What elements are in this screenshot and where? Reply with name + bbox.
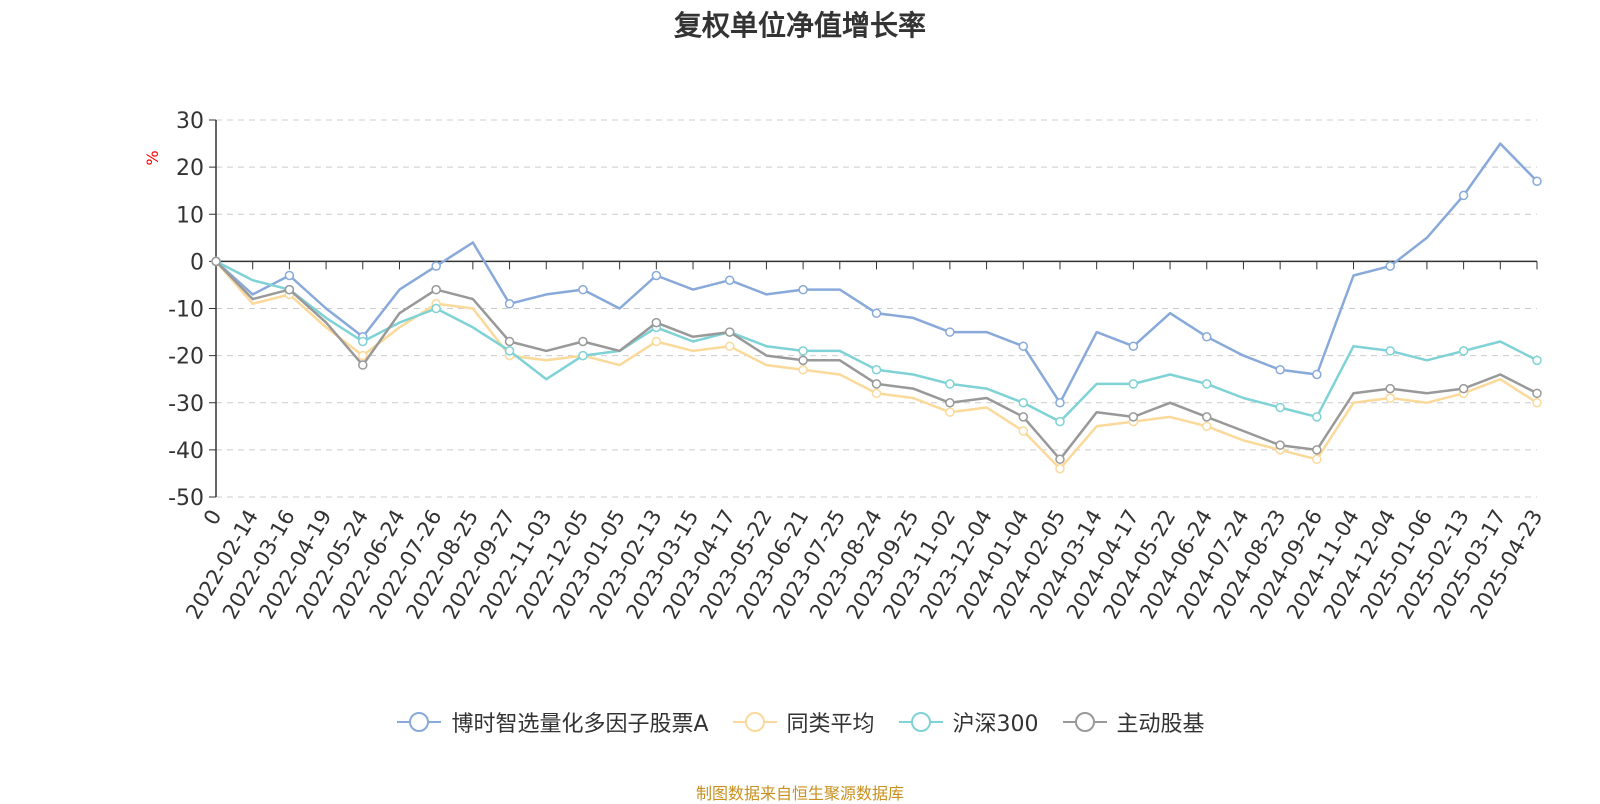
- data-point: [1055, 416, 1065, 427]
- series-lines: [211, 142, 1542, 474]
- legend-item[interactable]: 主动股基: [1061, 706, 1205, 738]
- y-tick-label: -40: [168, 439, 204, 464]
- data-point: [798, 284, 808, 295]
- data-point: [798, 346, 808, 356]
- data-point: [871, 308, 882, 318]
- data-point: [1202, 332, 1212, 342]
- data-point: [945, 398, 955, 408]
- data-point: [1055, 463, 1065, 474]
- legend-label: 博时智选量化多因子股票A: [451, 712, 709, 737]
- series-2: [211, 256, 1542, 427]
- data-point: [358, 336, 368, 347]
- data-point: [1202, 421, 1212, 432]
- data-point: [431, 303, 441, 314]
- legend: 博时智选量化多因子股票A 同类平均 沪深300 主动股基: [0, 706, 1600, 738]
- data-point: [1055, 454, 1065, 465]
- data-point: [1128, 341, 1139, 351]
- y-tick-label: -20: [168, 345, 204, 370]
- data-point: [1312, 369, 1322, 380]
- y-tick-label: 0: [190, 250, 204, 275]
- legend-item[interactable]: 同类平均: [731, 706, 875, 738]
- data-point: [1532, 388, 1542, 399]
- data-point: [1055, 398, 1065, 408]
- data-point: [1458, 190, 1469, 201]
- source-note: 制图数据来自恒生聚源数据库: [695, 784, 904, 803]
- y-tick-label: -10: [168, 298, 204, 323]
- data-point: [1312, 454, 1322, 465]
- data-point: [1275, 440, 1285, 450]
- data-point: [945, 327, 955, 337]
- data-point: [1018, 398, 1029, 408]
- data-point: [871, 365, 882, 375]
- data-point: [284, 284, 295, 295]
- data-point: [211, 256, 221, 267]
- x-tick-label: 0: [199, 506, 226, 530]
- data-point: [578, 350, 588, 361]
- legend-swatch-icon: [732, 712, 777, 732]
- y-axis-unit-label: %: [143, 150, 162, 165]
- data-point: [504, 336, 515, 347]
- data-point: [1532, 355, 1542, 366]
- data-point: [358, 350, 368, 361]
- data-point: [358, 360, 368, 370]
- data-point: [1385, 393, 1395, 403]
- data-point: [504, 299, 515, 309]
- data-point: [431, 261, 441, 271]
- data-point: [1312, 412, 1322, 422]
- data-point: [871, 388, 882, 399]
- y-tick-label: 30: [176, 109, 204, 134]
- data-point: [1018, 341, 1029, 351]
- data-point: [578, 336, 588, 347]
- y-tick-label: -50: [168, 486, 204, 511]
- data-point: [871, 379, 882, 389]
- data-point: [724, 341, 735, 351]
- data-point: [1532, 176, 1542, 187]
- line-chart: 3020100-10-20-30-40-5002022-02-142022-03…: [143, 109, 1547, 623]
- data-point: [1275, 402, 1285, 413]
- data-point: [1312, 445, 1322, 455]
- legend-item[interactable]: 沪深300: [897, 706, 1039, 738]
- data-point: [651, 336, 662, 347]
- tick-labels: 3020100-10-20-30-40-5002022-02-142022-03…: [168, 109, 1547, 623]
- y-tick-label: -30: [168, 392, 204, 417]
- data-point: [798, 355, 808, 366]
- y-tick-label: 20: [176, 156, 204, 181]
- data-point: [945, 379, 955, 389]
- data-point: [431, 284, 441, 295]
- data-point: [651, 317, 662, 328]
- data-point: [1532, 398, 1542, 408]
- chart-title: 复权单位净值增长率: [673, 9, 926, 42]
- data-point: [504, 346, 515, 356]
- data-point: [1385, 261, 1395, 271]
- legend-swatch-icon: [898, 712, 943, 732]
- data-point: [284, 270, 295, 281]
- data-point: [798, 365, 808, 375]
- data-point: [1018, 412, 1029, 422]
- series-line: [215, 260, 1538, 461]
- data-point: [945, 407, 955, 417]
- series-3: [211, 256, 1542, 465]
- series-line: [215, 142, 1538, 405]
- data-point: [1202, 412, 1212, 422]
- data-point: [651, 270, 662, 281]
- legend-swatch-icon: [1062, 712, 1107, 732]
- data-point: [578, 284, 588, 295]
- data-point: [1385, 346, 1395, 356]
- data-point: [1458, 346, 1469, 356]
- legend-label: 沪深300: [952, 712, 1039, 737]
- data-point: [1128, 379, 1139, 389]
- legend-label: 同类平均: [786, 712, 875, 737]
- legend-item[interactable]: 博时智选量化多因子股票A: [395, 706, 709, 738]
- data-point: [1385, 383, 1395, 394]
- y-tick-label: 10: [176, 203, 204, 228]
- data-point: [1128, 412, 1139, 422]
- data-point: [724, 327, 735, 337]
- data-point: [724, 275, 735, 285]
- data-point: [1275, 365, 1285, 375]
- data-point: [1202, 379, 1212, 389]
- legend-label: 主动股基: [1116, 712, 1205, 737]
- data-point: [1458, 383, 1469, 394]
- legend-swatch-icon: [397, 712, 442, 732]
- data-point: [1018, 426, 1029, 436]
